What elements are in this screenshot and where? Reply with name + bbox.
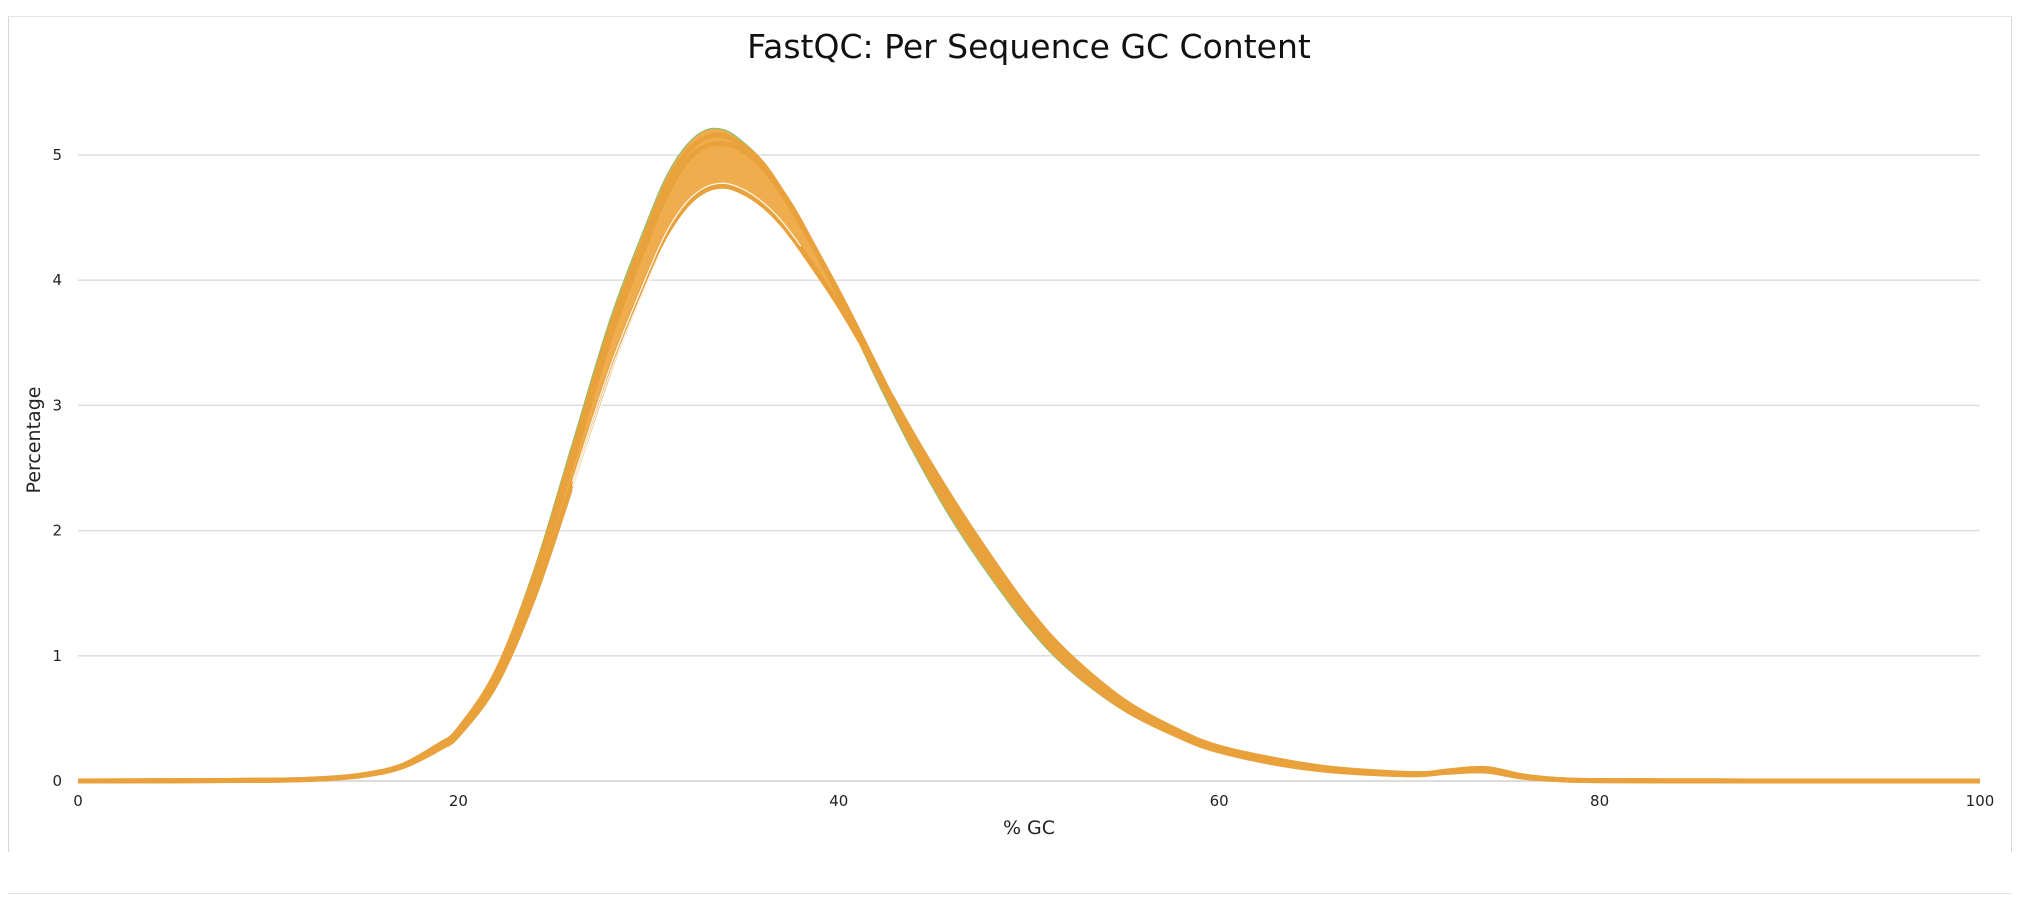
chart-frame (8, 16, 2012, 852)
y-tick-labels: 0 1 2 3 4 5 (52, 146, 62, 790)
bottom-divider (8, 893, 2012, 894)
series-band (78, 128, 1980, 782)
x-tick-label-80: 80 (1590, 792, 1609, 810)
series-line-2[interactable] (77, 127, 1980, 782)
series-highlight-2 (571, 191, 802, 487)
x-axis-label: % GC (1003, 817, 1055, 839)
series-highlight-1 (571, 182, 802, 482)
y-axis-label: Percentage (23, 387, 45, 494)
x-tick-label-0: 0 (73, 792, 83, 810)
y-tick-label-2: 2 (52, 522, 62, 540)
y-tick-label-0: 0 (52, 772, 62, 790)
series-line-3[interactable] (77, 183, 1980, 784)
y-tick-label-5: 5 (52, 146, 62, 164)
x-tick-label-40: 40 (829, 792, 848, 810)
y-tick-label-1: 1 (52, 647, 62, 665)
y-tick-label-4: 4 (52, 271, 62, 289)
series-line-4[interactable] (77, 132, 1980, 784)
x-tick-label-60: 60 (1210, 792, 1229, 810)
grid-lines (78, 154, 1980, 782)
series-highlight-3 (571, 200, 802, 491)
x-tick-labels: 0 20 40 60 80 100 (73, 792, 1994, 810)
series-lines (77, 127, 1980, 784)
y-tick-label-3: 3 (52, 396, 62, 414)
x-tick-label-100: 100 (1966, 792, 1995, 810)
x-tick-label-20: 20 (449, 792, 468, 810)
chart-title: FastQC: Per Sequence GC Content (747, 27, 1311, 66)
series-line-1[interactable] (77, 140, 1980, 784)
